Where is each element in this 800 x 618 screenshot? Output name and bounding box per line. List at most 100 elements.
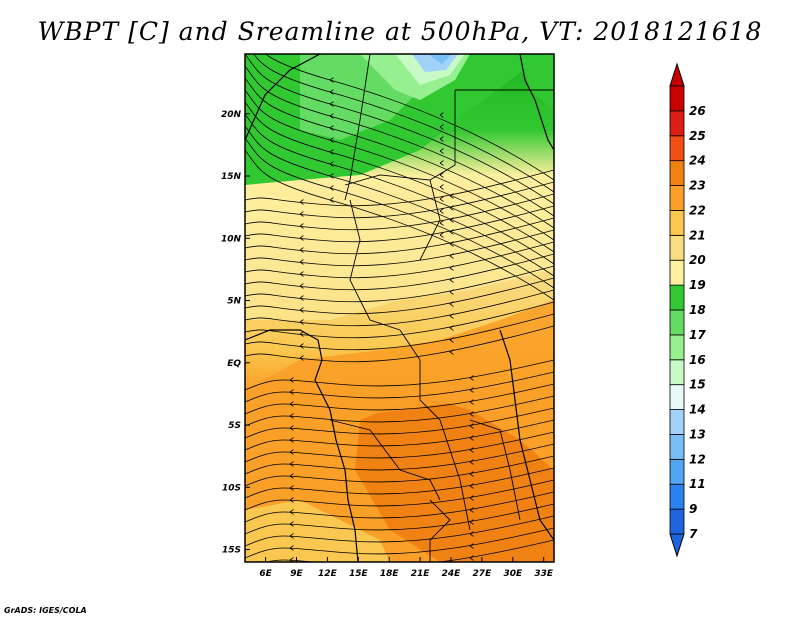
colorbar-swatch [669,160,685,186]
lat-tick-label: 15S [222,546,241,556]
streamline-arrow [329,173,334,179]
streamline-arrow [299,307,304,313]
colorbar-label: 22 [689,203,706,217]
streamline [245,229,554,267]
streamline-arrow [299,271,304,277]
longitude-axis: 6E 9E 12E 15E 18E 21E 24E 27E 30E 33E [259,557,554,579]
streamline-arrow [289,485,294,491]
lon-tick-label: 12E [318,569,338,579]
streamline [245,77,554,229]
streamline-arrow [449,337,454,343]
streamline-arrow [449,205,454,211]
streamline-arrow [449,217,454,223]
streamline-arrow [439,136,444,142]
streamline [245,54,554,205]
streamline [245,301,554,339]
streamline-arrow [289,425,294,431]
streamline [245,193,554,231]
streamline-arrow [299,319,304,325]
streamline-arrow [449,193,454,199]
streamline-arrow [469,507,474,513]
colorbar-label: 12 [689,452,706,466]
streamline [245,479,554,511]
streamline-arrow [469,543,474,549]
streamline [245,137,554,289]
colorbar-label: 18 [689,303,706,317]
colorbar-swatch [669,334,685,361]
streamline-arrow [289,449,294,455]
latitude-axis: 20N 15N 10N 5N EQ 5S 10S 15S [221,110,250,556]
streamline-arrow [469,555,474,561]
lon-tick-label: 6E [259,569,272,579]
streamline-arrow [289,473,294,479]
colorbar-swatch [669,85,685,112]
lon-tick-label: 27E [473,569,493,579]
lat-tick-label: 10S [222,483,241,493]
streamline-arrow [289,557,294,562]
field-23 [355,395,554,562]
lon-tick-label: 21E [411,569,431,579]
streamline-arrow [289,545,294,551]
streamline-arrow [289,413,294,419]
streamline [245,467,554,499]
streamline-arrow [439,184,444,190]
colorbar-label: 26 [689,104,706,118]
streamline-arrow [469,375,474,381]
colorbar: 7 9 11 12 13 14 15 16 17 18 19 20 21 22 23 24 25 26 [669,62,706,558]
streamline [245,359,554,391]
streamline-arrow [329,149,334,155]
streamline-arrow [449,229,454,235]
map-panel [245,54,554,562]
streamline [245,431,554,463]
colorbar-swatch [669,409,685,435]
streamline [245,503,554,535]
colorbar-label: 17 [689,328,706,342]
streamline [245,407,554,439]
streamline [245,205,554,243]
streamline [245,289,554,327]
streamline-arrow [439,148,444,154]
colorbar-label: 19 [689,278,706,292]
lon-tick-label: 9E [290,569,303,579]
colorbar-swatch [669,210,685,236]
colorbar-swatch [669,309,685,336]
streamline-arrow [439,220,444,226]
lon-tick-label: 24E [442,569,462,579]
streamline-arrow [469,471,474,477]
streamline [245,65,554,217]
streamline-arrow [449,349,454,355]
streamline-arrow [449,289,454,295]
streamline-arrow [329,101,334,107]
streamline-arrow [329,197,334,203]
colorbar-label: 14 [689,403,706,417]
colorbar-swatch [669,284,685,311]
colorbar-swatch [669,135,685,162]
colorbar-arrow-high [669,62,685,87]
colorbar-label: 11 [689,477,706,491]
streamline-arrow [469,387,474,393]
streamline [245,277,554,315]
lon-tick-label: 15E [349,569,369,579]
streamline [245,443,554,475]
lon-tick-label: 33E [534,569,554,579]
colorbar-label: 13 [689,427,706,441]
colorbar-label: 21 [689,228,706,242]
streamline [245,527,554,559]
streamline-arrow [289,509,294,515]
streamline-arrow [449,313,454,319]
streamline-arrow [449,277,454,283]
lat-tick-label: 5N [227,297,241,307]
lat-tick-label: EQ [227,359,241,369]
colorbar-swatch [669,110,685,137]
streamline [245,181,554,219]
streamline-arrow [289,533,294,539]
streamline-arrow [299,235,304,241]
streamline [264,54,554,181]
streamline-arrow [299,247,304,253]
streamline [245,217,554,255]
streamline [245,515,554,547]
streamline-arrow [329,113,334,119]
colorbar-swatch [669,384,685,410]
streamline-arrow [469,423,474,429]
colorbar-label: 15 [689,378,706,392]
